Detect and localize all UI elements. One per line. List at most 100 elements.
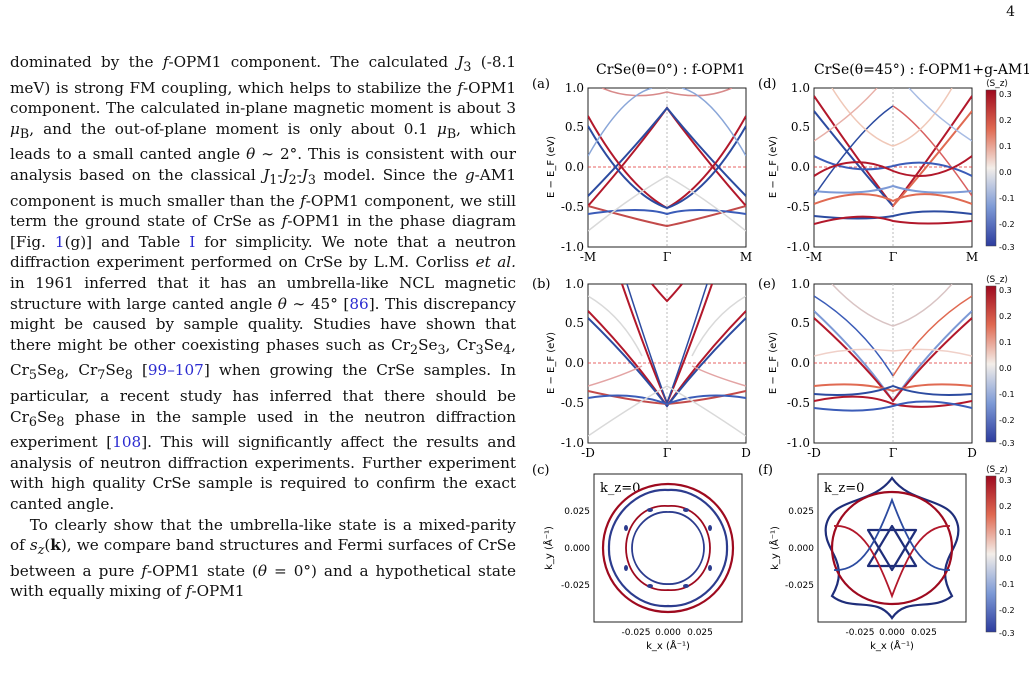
ytick-e-2: 0.5 — [791, 316, 810, 330]
paragraph-2: To clearly show that the umbrella-like s… — [10, 515, 516, 601]
ytick-a-5: -1.0 — [561, 240, 584, 254]
colorbar-middle: ⟨S_z⟩ 0.3 0.2 0.1 0.0 -0.1 -0.2 -0.3 — [985, 275, 1015, 448]
fs-xtick-f-3: 0.025 — [911, 628, 937, 638]
fs-xlabel-f: k_x (Å⁻¹) — [870, 639, 914, 652]
ytick-d-2: 0.5 — [791, 120, 810, 134]
band-plot-b: 1.0 0.5 0.0 -0.5 -1.0 E − E_F (eV) -D Γ … — [546, 277, 751, 460]
page-number: 4 — [1006, 4, 1015, 20]
cb-top-t4: -0.1 — [999, 194, 1015, 203]
cb-mid-t2: 0.1 — [999, 338, 1012, 347]
ytick-b-3: 0.0 — [565, 356, 584, 370]
band-plot-e: 1.0 0.5 0.0 -0.5 -1.0 E − E_F (eV) -D Γ … — [768, 277, 977, 460]
ytick-e-3: 0.0 — [791, 356, 810, 370]
fs-ytick-f-2: 0.000 — [788, 544, 814, 554]
kz-label-c: k_z=0 — [600, 481, 640, 496]
cb-bot-t2: 0.1 — [999, 528, 1012, 537]
colorbar-label-top: ⟨S_z⟩ — [986, 79, 1008, 89]
ylabel-e: E − E_F (eV) — [768, 332, 779, 394]
kpath-a-1: -M — [580, 250, 596, 264]
fs-xtick-c-3: 0.025 — [687, 628, 713, 638]
ytick-d-3: 0.0 — [791, 160, 810, 174]
kpath-e-1: -D — [807, 446, 821, 460]
fermi-surface-c: k_z=0 0.025 0.000 -0.025 -0.025 0.000 0.… — [542, 473, 743, 652]
band-plot-a: 1.0 0.5 0.0 -0.5 -1.0 E − E_F (eV) -M Γ … — [546, 81, 752, 264]
panel-label-e: (e) — [758, 277, 776, 292]
figure-title-left: CrSe(θ=0°) : f-OPM1 — [596, 62, 745, 78]
ytick-d-4: -0.5 — [787, 200, 810, 214]
ytick-b-1: 1.0 — [565, 277, 584, 291]
ytick-d-5: -1.0 — [787, 240, 810, 254]
body-text-column: dominated by the f-OPM1 component. The c… — [10, 52, 516, 602]
cb-mid-t4: -0.1 — [999, 390, 1015, 399]
ytick-e-4: -0.5 — [787, 396, 810, 410]
ylabel-a: E − E_F (eV) — [546, 136, 557, 198]
fs-xtick-f-2: 0.000 — [879, 628, 905, 638]
fermi-surface-f: k_z=0 0.025 0.000 -0.025 -0.025 0.000 0.… — [768, 473, 967, 652]
figure-band-structures: CrSe(θ=0°) : f-OPM1 CrSe(θ=45°) : f-OPM1… — [532, 56, 1029, 693]
panel-label-b: (b) — [532, 277, 550, 292]
kpath-b-3: D — [741, 446, 751, 460]
kpath-e-3: D — [967, 446, 977, 460]
panel-label-a: (a) — [532, 77, 550, 92]
ytick-b-4: -0.5 — [561, 396, 584, 410]
ytick-b-5: -1.0 — [561, 436, 584, 450]
kz-label-f: k_z=0 — [824, 481, 864, 496]
fs-ylabel-f: k_y (Å⁻¹) — [768, 526, 781, 570]
ylabel-d: E − E_F (eV) — [768, 136, 779, 198]
kpath-d-3: M — [966, 250, 978, 264]
cb-mid-t0: 0.3 — [999, 286, 1012, 295]
fs-xlabel-c: k_x (Å⁻¹) — [646, 639, 690, 652]
cb-bot-t4: -0.1 — [999, 580, 1015, 589]
cb-mid-t1: 0.2 — [999, 312, 1012, 321]
paragraph-1: dominated by the f-OPM1 component. The c… — [10, 53, 516, 514]
ytick-e-1: 1.0 — [791, 277, 810, 291]
colorbar-top: ⟨S_z⟩ 0.3 0.2 0.1 0.0 -0.1 -0.2 -0.3 — [985, 79, 1015, 252]
fs-ytick-c-2: 0.000 — [564, 544, 590, 554]
ytick-a-1: 1.0 — [565, 81, 584, 95]
kpath-d-2: Γ — [889, 250, 897, 264]
colorbar-bottom: ⟨S_z⟩ 0.3 0.2 0.1 0.0 -0.1 -0.2 -0.3 — [985, 465, 1015, 638]
cb-top-t0: 0.3 — [999, 90, 1012, 99]
fs-ytick-f-1: 0.025 — [788, 507, 814, 517]
cb-top-t2: 0.1 — [999, 142, 1012, 151]
cb-top-t6: -0.3 — [999, 243, 1015, 252]
cb-bot-t5: -0.2 — [999, 606, 1015, 615]
cb-top-t1: 0.2 — [999, 116, 1012, 125]
ytick-e-5: -1.0 — [787, 436, 810, 450]
cb-mid-t5: -0.2 — [999, 416, 1015, 425]
kpath-b-2: Γ — [663, 446, 671, 460]
panel-label-d: (d) — [758, 77, 776, 92]
ytick-a-3: 0.0 — [565, 160, 584, 174]
ytick-a-4: -0.5 — [561, 200, 584, 214]
figure-title-right: CrSe(θ=45°) : f-OPM1+g-AM1 — [814, 62, 1029, 78]
kpath-a-3: M — [740, 250, 752, 264]
kpath-a-2: Γ — [663, 250, 671, 264]
ytick-b-2: 0.5 — [565, 316, 584, 330]
panel-label-f: (f) — [758, 463, 773, 478]
fs-xtick-c-2: 0.000 — [655, 628, 681, 638]
band-plot-d: 1.0 0.5 0.0 -0.5 -1.0 E − E_F (eV) -M Γ … — [768, 81, 978, 264]
fs-ytick-c-3: -0.025 — [561, 581, 590, 591]
cb-mid-t3: 0.0 — [999, 364, 1012, 373]
fs-xtick-c-1: -0.025 — [621, 628, 650, 638]
fs-ylabel-c: k_y (Å⁻¹) — [542, 526, 555, 570]
cb-bot-t6: -0.3 — [999, 629, 1015, 638]
fs-xtick-f-1: -0.025 — [845, 628, 874, 638]
colorbar-label-bottom: ⟨S_z⟩ — [986, 465, 1008, 475]
ytick-d-1: 1.0 — [791, 81, 810, 95]
cb-bot-t1: 0.2 — [999, 502, 1012, 511]
cb-top-t3: 0.0 — [999, 168, 1012, 177]
cb-mid-t6: -0.3 — [999, 439, 1015, 448]
kpath-d-1: -M — [806, 250, 822, 264]
kpath-e-2: Γ — [889, 446, 897, 460]
panel-label-c: (c) — [532, 463, 549, 478]
fs-ytick-f-3: -0.025 — [785, 581, 814, 591]
colorbar-label-middle: ⟨S_z⟩ — [986, 275, 1008, 285]
cb-bot-t3: 0.0 — [999, 554, 1012, 563]
ytick-a-2: 0.5 — [565, 120, 584, 134]
fs-ytick-c-1: 0.025 — [564, 507, 590, 517]
cb-top-t5: -0.2 — [999, 220, 1015, 229]
kpath-b-1: -D — [581, 446, 595, 460]
cb-bot-t0: 0.3 — [999, 476, 1012, 485]
ylabel-b: E − E_F (eV) — [546, 332, 557, 394]
